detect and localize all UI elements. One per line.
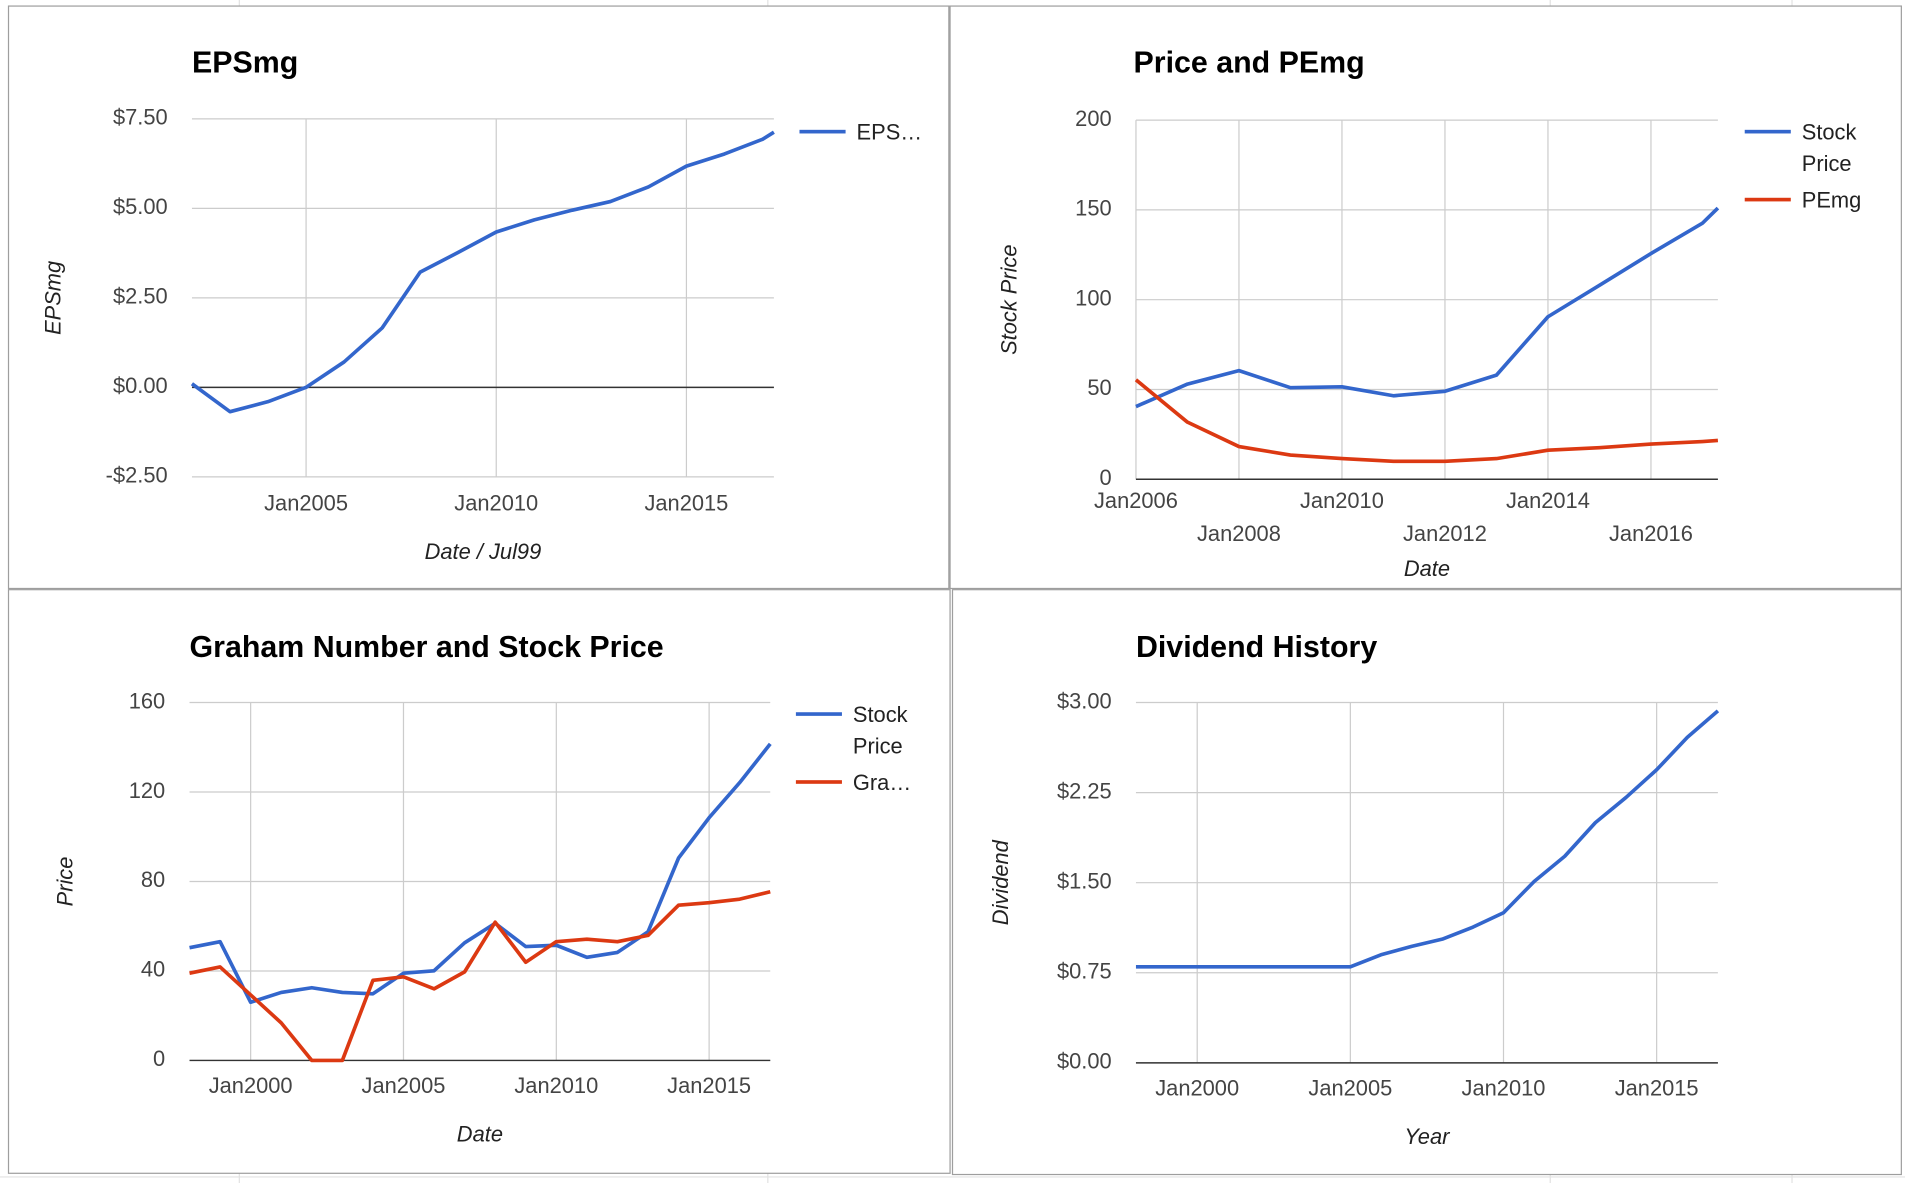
series-line: [189, 742, 772, 1005]
y-tick-label: 80: [141, 867, 165, 892]
legend-swatch: [795, 712, 842, 716]
y-tick-label: 120: [129, 778, 165, 803]
y-tick-label: $0.00: [113, 373, 168, 398]
legend-label: Gra…: [852, 770, 912, 795]
x-tick-label: Jan2015: [1615, 1075, 1699, 1100]
chart-title: Price and PEmg: [1134, 46, 1365, 79]
x-tick-label: Jan2015: [667, 1073, 751, 1098]
x-tick-label: Jan2010: [514, 1073, 598, 1098]
x-tick-label: Jan2010: [1462, 1075, 1546, 1100]
series-line: [189, 890, 771, 1063]
series-line: [1134, 378, 1719, 464]
y-tick-label: $0.00: [1057, 1049, 1112, 1074]
y-tick-label: 100: [1075, 285, 1111, 310]
legend-label: Stock Price: [1801, 120, 1857, 176]
legend: EPS…: [799, 116, 951, 148]
panel: [949, 5, 1902, 590]
y-tick-label: 200: [1075, 106, 1111, 131]
x-tick-label: Jan2015: [644, 491, 728, 516]
chart-title: EPSmg: [192, 46, 298, 79]
legend-label: EPS…: [856, 120, 923, 145]
chart: Price and PEmg 0 50 100 150 200 Jan2006 Jan2008…: [997, 46, 1897, 581]
legend: Stock Price PEmg: [1744, 116, 1897, 216]
series-line: [1135, 206, 1720, 409]
x-tick-label: Jan2014: [1506, 488, 1590, 513]
legend-box: EPS…: [799, 116, 951, 148]
y-tick-label: 150: [1075, 196, 1111, 221]
y-axis-title: Stock Price: [997, 244, 1022, 354]
y-tick-label: $2.50: [113, 284, 168, 309]
y-tick-label: $3.00: [1057, 688, 1112, 713]
legend-box: Stock Price Gra…: [795, 699, 948, 799]
x-tick-label: Jan2006: [1094, 488, 1178, 513]
legend-swatch: [1744, 197, 1791, 202]
x-tick-label: Jan2010: [1300, 488, 1384, 513]
chart: Dividend History $0.00 $0.75 $1.50 $2.25 $3.0…: [988, 631, 1720, 1149]
legend-entry: Stock Price: [1744, 116, 1897, 179]
x-tick-label: Jan2010: [454, 491, 538, 516]
y-tick-label: 0: [1099, 465, 1111, 490]
x-tick-label: Jan2016: [1609, 521, 1693, 546]
legend-entry: EPS…: [799, 116, 951, 148]
x-tick-label: Jan2000: [209, 1073, 293, 1098]
x-axis-title: Date: [457, 1121, 503, 1146]
y-tick-label: $1.50: [1057, 868, 1112, 893]
series-line: [1135, 709, 1720, 969]
y-tick-label: 160: [129, 688, 165, 713]
x-axis-title: Year: [1404, 1124, 1451, 1149]
y-axis-title: EPSmg: [40, 261, 65, 335]
legend-entry: PEmg: [1744, 184, 1897, 216]
legend-label: Stock Price: [852, 702, 908, 759]
y-tick-label: $0.75: [1057, 959, 1112, 984]
legend-entry: Gra…: [795, 767, 948, 799]
chart-title: Graham Number and Stock Price: [190, 631, 664, 664]
x-axis-title: Date: [1404, 556, 1450, 581]
legend-entry: Stock Price: [795, 699, 948, 762]
x-tick-label: Jan2008: [1197, 521, 1281, 546]
legend-swatch: [795, 780, 842, 784]
y-tick-label: 0: [153, 1046, 165, 1071]
legend-swatch: [1744, 129, 1791, 134]
y-tick-label: $7.50: [113, 105, 168, 130]
x-tick-label: Jan2012: [1403, 521, 1487, 546]
legend-swatch: [799, 129, 846, 134]
y-tick-label: 40: [141, 957, 165, 982]
legend: Stock Price Gra…: [795, 699, 948, 799]
legend-label: PEmg: [1801, 188, 1862, 213]
y-tick-label: -$2.50: [106, 463, 168, 488]
chart: EPSmg -$2.50 $0.00 $2.50 $5.00 $7.50 Jan2005 Ja…: [40, 46, 951, 564]
chart-title: Dividend History: [1136, 631, 1377, 664]
x-tick-label: Jan2005: [1308, 1075, 1392, 1100]
series-line: [190, 130, 775, 414]
legend-box: Stock Price PEmg: [1744, 116, 1897, 216]
y-tick-label: $2.25: [1057, 778, 1112, 803]
y-axis-title: Dividend: [988, 839, 1013, 925]
x-axis-title: Date / Jul99: [425, 539, 542, 564]
y-tick-label: 50: [1087, 375, 1111, 400]
chart: Graham Number and Stock Price 0 40 80 120 160…: [53, 631, 948, 1146]
y-tick-label: $5.00: [113, 194, 168, 219]
x-tick-label: Jan2000: [1155, 1075, 1239, 1100]
x-tick-label: Jan2005: [362, 1073, 446, 1098]
y-axis-title: Price: [53, 857, 78, 907]
x-tick-label: Jan2005: [264, 491, 348, 516]
